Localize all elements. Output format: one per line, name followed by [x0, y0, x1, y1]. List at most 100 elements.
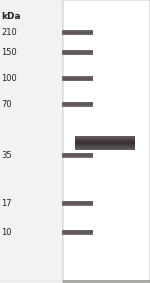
- Bar: [63, 281, 150, 282]
- Bar: [63, 281, 150, 282]
- Bar: [0, 280, 63, 282]
- Bar: [0, 281, 63, 282]
- Bar: [0, 281, 63, 283]
- Bar: [0, 282, 63, 283]
- Bar: [63, 281, 150, 282]
- Bar: [0, 281, 63, 282]
- Bar: [0, 281, 63, 282]
- Bar: [0, 280, 63, 282]
- Bar: [0, 280, 63, 282]
- Bar: [63, 281, 150, 283]
- Bar: [63, 280, 150, 282]
- Bar: [63, 280, 150, 282]
- Bar: [0, 281, 63, 282]
- Bar: [0, 281, 63, 283]
- Bar: [63, 281, 150, 283]
- Bar: [62, 232, 93, 233]
- Bar: [63, 280, 150, 282]
- Bar: [63, 281, 150, 283]
- Bar: [63, 281, 150, 283]
- Bar: [75, 141, 135, 142]
- Bar: [0, 280, 63, 282]
- Bar: [63, 281, 150, 282]
- Text: 70: 70: [2, 100, 12, 109]
- Bar: [0, 281, 63, 282]
- Bar: [63, 280, 150, 282]
- Bar: [63, 280, 150, 282]
- Bar: [63, 282, 150, 283]
- Bar: [62, 233, 93, 234]
- Bar: [0, 281, 63, 282]
- Bar: [0, 281, 63, 283]
- Bar: [75, 145, 135, 146]
- Bar: [0, 280, 63, 282]
- Bar: [63, 280, 150, 282]
- Bar: [63, 282, 150, 283]
- Bar: [0, 281, 63, 283]
- Bar: [0, 282, 63, 283]
- Bar: [63, 281, 150, 282]
- Bar: [63, 282, 150, 283]
- Bar: [0, 281, 63, 283]
- Bar: [63, 282, 150, 283]
- Bar: [63, 280, 150, 282]
- Bar: [0, 281, 63, 282]
- Bar: [63, 281, 150, 282]
- Bar: [63, 280, 150, 282]
- Bar: [63, 282, 150, 283]
- Bar: [63, 281, 150, 282]
- Bar: [0, 281, 63, 282]
- Bar: [0, 280, 63, 282]
- Bar: [63, 281, 150, 283]
- Bar: [63, 280, 150, 282]
- Bar: [0, 280, 63, 282]
- Bar: [63, 280, 150, 282]
- Bar: [0, 280, 63, 282]
- Bar: [0, 281, 63, 282]
- Bar: [62, 157, 93, 158]
- Bar: [63, 281, 150, 282]
- Bar: [63, 281, 150, 282]
- Bar: [0, 281, 63, 282]
- Bar: [63, 281, 150, 282]
- Bar: [0, 280, 63, 282]
- Bar: [63, 281, 150, 283]
- Bar: [0, 280, 63, 282]
- Bar: [63, 282, 150, 283]
- Bar: [63, 280, 150, 282]
- Bar: [0, 281, 63, 283]
- Bar: [63, 281, 150, 282]
- Bar: [63, 281, 150, 282]
- Bar: [63, 282, 150, 283]
- Text: kDa: kDa: [2, 12, 21, 21]
- Bar: [63, 281, 150, 282]
- Bar: [63, 281, 150, 282]
- Bar: [0, 281, 63, 282]
- Bar: [63, 280, 150, 282]
- Text: 150: 150: [2, 48, 17, 57]
- Bar: [0, 281, 63, 282]
- Bar: [63, 281, 150, 282]
- Bar: [63, 282, 150, 283]
- Bar: [0, 280, 63, 282]
- Bar: [63, 281, 150, 282]
- Bar: [63, 280, 150, 282]
- Bar: [63, 280, 150, 282]
- Bar: [0, 280, 63, 282]
- Bar: [0, 280, 63, 282]
- Bar: [63, 281, 150, 282]
- Bar: [63, 281, 150, 283]
- Bar: [0, 281, 63, 282]
- Bar: [0, 280, 63, 282]
- Bar: [0, 282, 63, 283]
- Bar: [63, 281, 150, 283]
- Bar: [0, 281, 63, 282]
- Bar: [63, 281, 150, 282]
- Bar: [0, 280, 63, 282]
- Bar: [0, 280, 63, 282]
- Bar: [0, 282, 63, 283]
- Bar: [0, 280, 63, 282]
- Bar: [0, 282, 63, 283]
- Bar: [0, 281, 63, 282]
- Bar: [63, 281, 150, 282]
